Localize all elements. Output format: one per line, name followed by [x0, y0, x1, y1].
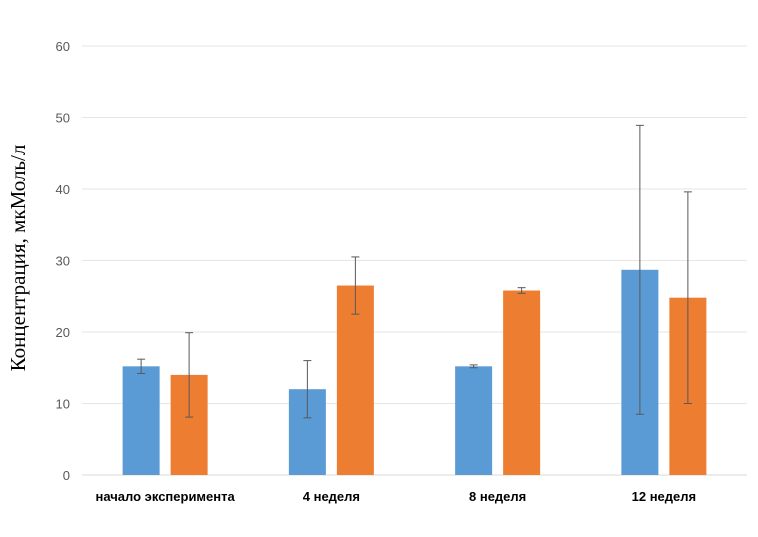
y-tick-label: 20 [56, 325, 70, 340]
x-category-label: 12 неделя [632, 489, 696, 504]
error-bars [137, 124, 692, 419]
x-axis-categories: начало эксперимента 4 неделя 8 неделя 12 не… [96, 489, 697, 504]
y-axis-ticks: 0 10 20 30 40 50 60 [56, 39, 70, 483]
y-axis-title: Концентрация, мкМоль/л [6, 145, 30, 372]
y-tick-label: 60 [56, 39, 70, 54]
y-tick-label: 0 [63, 468, 70, 483]
bar-series-1 [122, 366, 160, 475]
bar-series-1 [455, 366, 493, 475]
bar-series-2 [503, 290, 541, 475]
x-category-label: 4 неделя [303, 489, 360, 504]
y-tick-label: 40 [56, 182, 70, 197]
x-category-label: начало эксперимента [96, 489, 236, 504]
y-tick-label: 50 [56, 111, 70, 126]
y-tick-label: 10 [56, 397, 70, 412]
bar-series-2 [336, 285, 374, 475]
bars [122, 269, 707, 475]
x-category-label: 8 неделя [469, 489, 526, 504]
y-tick-label: 30 [56, 254, 70, 269]
